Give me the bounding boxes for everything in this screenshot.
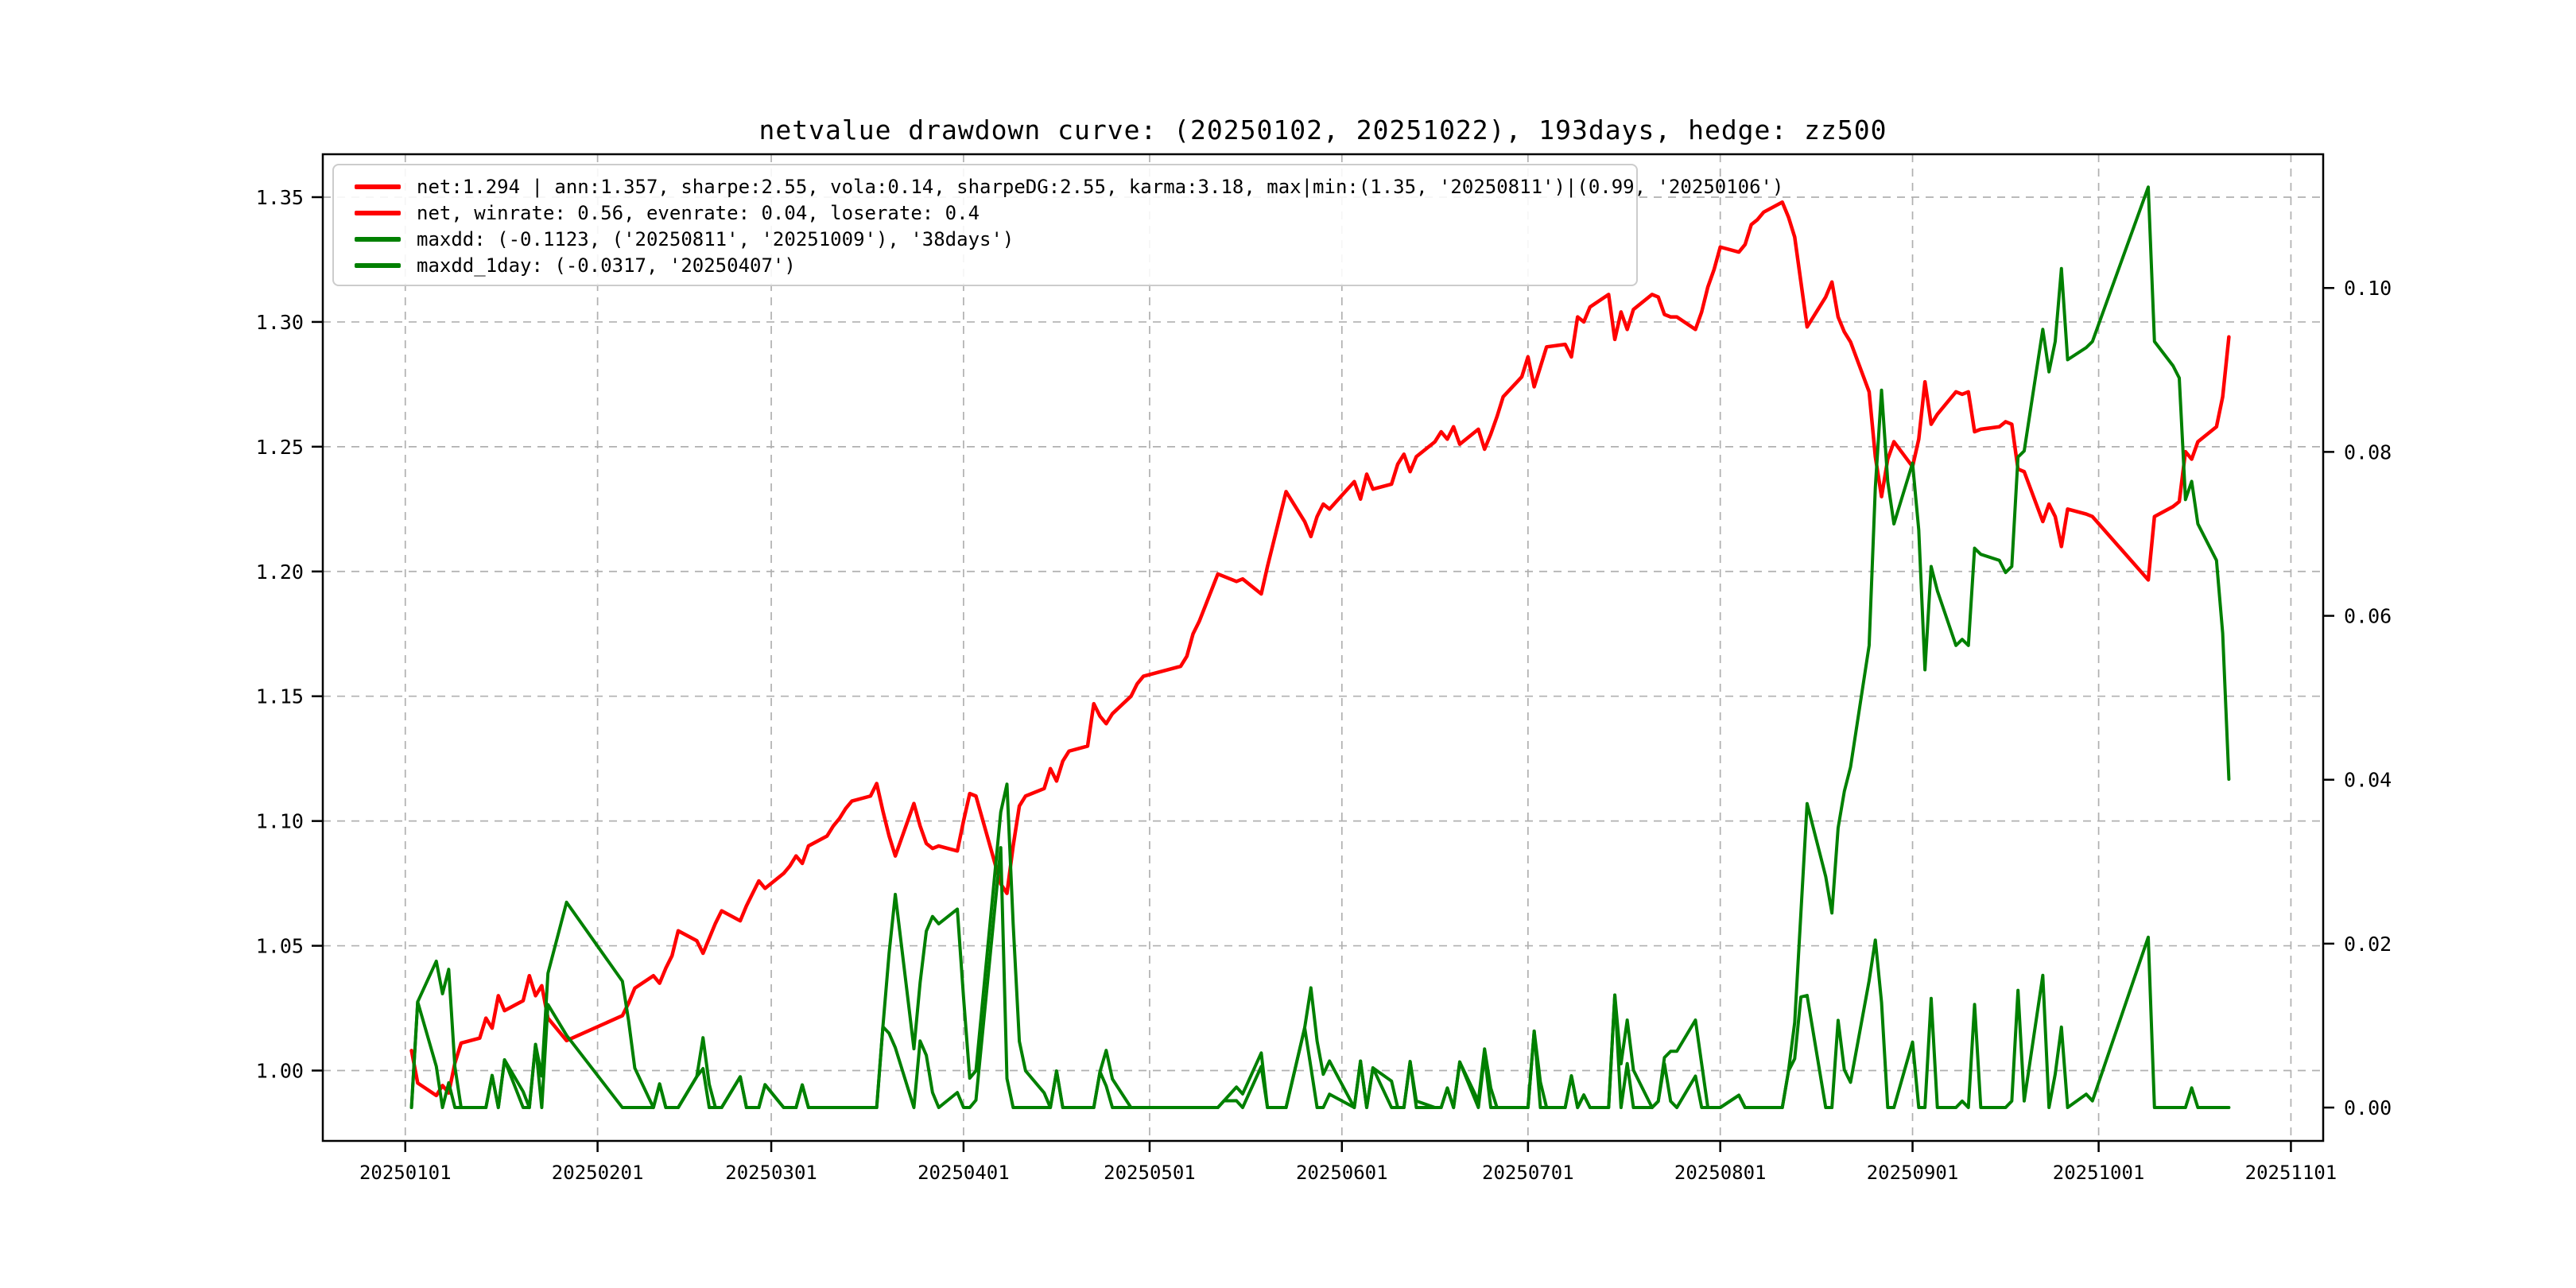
legend-entry-label: net, winrate: 0.56, evenrate: 0.04, lose… [417,201,980,224]
y-left-tick-label: 1.05 [256,935,304,958]
y-left-tick-label: 1.00 [256,1059,304,1082]
x-axis-tick-label: 20250401 [918,1162,1010,1184]
legend-entry-net-rates: net, winrate: 0.56, evenrate: 0.04, lose… [334,200,1636,226]
y-left-tick-label: 1.15 [256,685,304,708]
chart-title: netvalue drawdown curve: (20250102, 2025… [758,114,1887,145]
legend: net:1.294 | ann:1.357, sharpe:2.55, vola… [332,164,1783,286]
x-axis-tick-label: 20250801 [1674,1162,1767,1184]
y-left-tick-label: 1.10 [256,810,304,833]
legend-entry-maxdd: maxdd: (-0.1123, ('20250811', '20251009'… [334,226,1636,252]
y-right-tick-label: 0.04 [2344,769,2392,792]
x-axis-tick-label: 20250301 [725,1162,817,1184]
y-left-tick-label: 1.30 [256,311,304,334]
y-right-tick-label: 0.02 [2344,933,2392,956]
y-left-tick-label: 1.20 [256,561,304,584]
x-axis-tick-label: 20250201 [552,1162,644,1184]
x-axis-tick-label: 20251001 [2053,1162,2145,1184]
axes-spines [321,153,2325,1143]
y-right-tick-label: 0.00 [2344,1096,2392,1119]
legend-line-swatch [355,236,401,242]
y-right-tick-label: 0.10 [2344,277,2392,300]
y-right-tick-label: 0.08 [2344,440,2392,464]
x-axis-tick-label: 20250101 [359,1162,452,1184]
legend-entry-label: net:1.294 | ann:1.357, sharpe:2.55, vola… [417,175,1784,198]
y-right-tick-label: 0.06 [2344,605,2392,628]
legend-entry-net-stats: net:1.294 | ann:1.357, sharpe:2.55, vola… [334,173,1783,200]
net-line [409,200,2231,1098]
y-left-tick-label: 1.35 [256,186,304,209]
legend-line-swatch [355,210,401,215]
legend-entry-maxdd-1day: maxdd_1day: (-0.0317, '20250407') [334,252,1636,278]
x-axis-tick-label: 20250701 [1482,1162,1574,1184]
x-axis-tick-label: 20250601 [1296,1162,1388,1184]
legend-line-swatch [355,184,401,189]
y-left-tick-label: 1.25 [256,436,304,459]
legend-line-swatch [355,262,401,268]
x-axis-tick-label: 20251101 [2245,1162,2337,1184]
maxdd-1day-line [409,846,2231,1110]
maxdd-line [409,185,2231,1110]
legend-entry-label: maxdd_1day: (-0.0317, '20250407') [417,254,796,277]
legend-entry-label: maxdd: (-0.1123, ('20250811', '20251009'… [417,227,1014,250]
x-axis-tick-label: 20250501 [1104,1162,1196,1184]
x-axis-tick-label: 20250901 [1867,1162,1959,1184]
